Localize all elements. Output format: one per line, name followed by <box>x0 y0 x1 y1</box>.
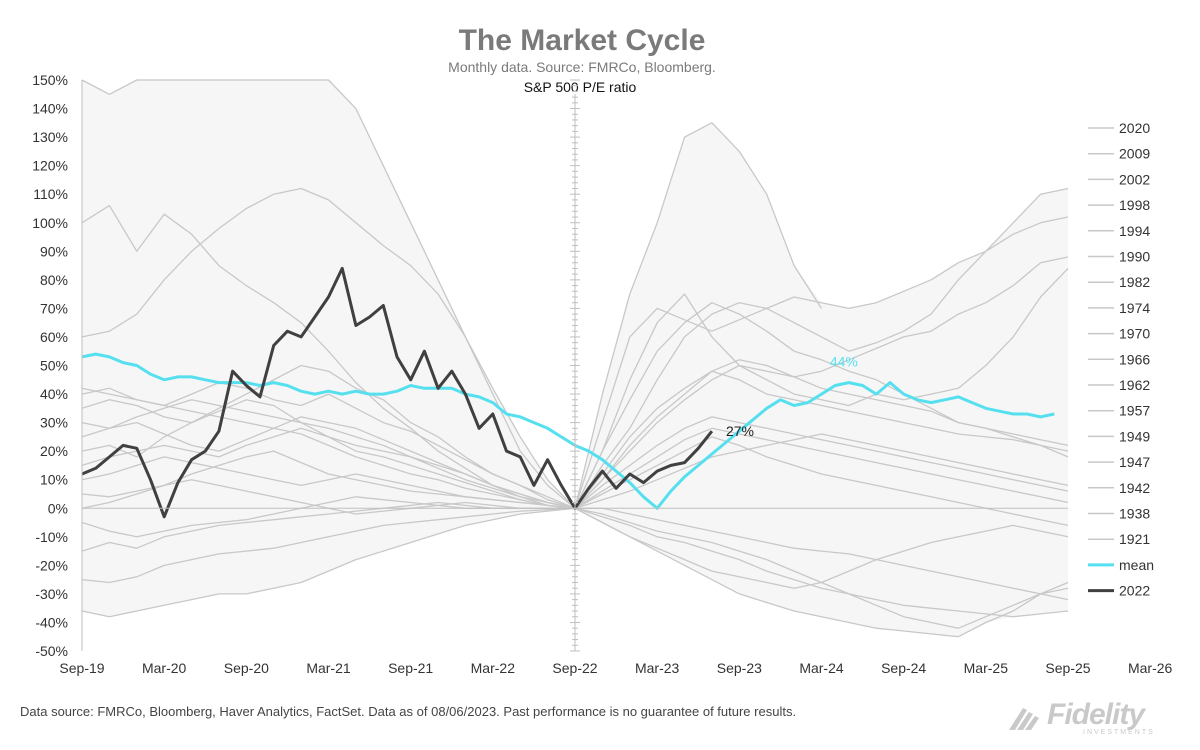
x-tick-label: Mar-21 <box>306 660 351 676</box>
x-tick-label: Sep-24 <box>881 660 926 676</box>
logo-subtext: INVESTMENTS <box>1083 729 1155 736</box>
y-tick-label: 140% <box>32 101 68 117</box>
y-tick-label: 80% <box>40 272 68 288</box>
y-tick-label: 60% <box>40 329 68 345</box>
legend-label-1947: 1947 <box>1119 454 1150 470</box>
series-line-2020 <box>81 79 823 509</box>
y-tick-label: 20% <box>40 443 68 459</box>
source-note: Data source: FMRCo, Bloomberg, Haver Ana… <box>20 704 797 719</box>
y-tick-label: -50% <box>35 643 68 659</box>
logo-wordmark: Fidelity <box>1047 698 1145 731</box>
y-tick-label: -30% <box>35 586 68 602</box>
legend-label-1957: 1957 <box>1119 403 1150 419</box>
legend-label-1974: 1974 <box>1119 300 1150 316</box>
x-tick-label: Sep-25 <box>1045 660 1090 676</box>
range-band <box>82 80 1068 637</box>
y-tick-label: 120% <box>32 158 68 174</box>
axis-layer <box>81 79 1068 652</box>
y-tick-label: 50% <box>40 358 68 374</box>
x-tick-label: Sep-21 <box>388 660 433 676</box>
y-tick-label: -10% <box>35 529 68 545</box>
legend-label-1998: 1998 <box>1119 197 1150 213</box>
chart-title: The Market Cycle <box>459 24 706 57</box>
y-tick-label: -40% <box>35 614 68 630</box>
legend-label-1949: 1949 <box>1119 428 1150 444</box>
fidelity-logo: Fidelity INVESTMENTS <box>1003 698 1178 738</box>
legend-label-1921: 1921 <box>1119 531 1150 547</box>
chart-subtitle: Monthly data. Source: FMRCo, Bloomberg. <box>448 59 716 75</box>
y-tick-label: 90% <box>40 243 68 259</box>
series-line-2022 <box>81 266 714 519</box>
annotation-mean: 44% <box>830 354 858 370</box>
legend-label-2022: 2022 <box>1119 583 1150 599</box>
legend-label-2009: 2009 <box>1119 146 1150 162</box>
x-tick-label: Mar-23 <box>635 660 680 676</box>
y-tick-label: 100% <box>32 215 68 231</box>
y-tick-label: 110% <box>33 186 68 202</box>
y-axis-title: S&P 500 P/E ratio <box>524 79 637 95</box>
y-tick-label: 130% <box>32 129 68 145</box>
legend-label-2020: 2020 <box>1119 120 1150 136</box>
legend-label-1982: 1982 <box>1119 274 1150 290</box>
legend: 2020 2009 2002 1998 1994 1990 1982 1974 1970 1966… <box>1088 120 1154 599</box>
market-cycle-chart: The Market Cycle Monthly data. Source: F… <box>32 24 1172 676</box>
x-tick-label: Mar-20 <box>142 660 187 676</box>
annotation-2022: 27% <box>726 423 754 439</box>
y-tick-label: 10% <box>40 472 68 488</box>
y-tick-label: 30% <box>40 415 68 431</box>
legend-label-1994: 1994 <box>1119 223 1150 239</box>
legend-label-1962: 1962 <box>1119 377 1150 393</box>
historical-range-band <box>82 80 1068 637</box>
x-tick-label: Mar-22 <box>471 660 516 676</box>
x-tick-label: Sep-19 <box>59 660 104 676</box>
legend-label-1966: 1966 <box>1119 351 1150 367</box>
label-layer: 150% 140% 130% 120% 110% 100% 90% 80% 70% 60% 50% 4… <box>32 72 1172 676</box>
legend-label-1942: 1942 <box>1119 480 1150 496</box>
legend-label-1990: 1990 <box>1119 249 1150 265</box>
x-tick-label: Sep-20 <box>224 660 269 676</box>
legend-label-1938: 1938 <box>1119 506 1150 522</box>
y-tick-label: 150% <box>32 72 68 88</box>
legend-label-2002: 2002 <box>1119 171 1150 187</box>
y-tick-label: -20% <box>35 557 68 573</box>
logo-mark-icon <box>1009 708 1039 730</box>
legend-label-1970: 1970 <box>1119 326 1150 342</box>
x-tick-label: Mar-25 <box>964 660 1009 676</box>
x-tick-label: Mar-24 <box>799 660 844 676</box>
x-tick-label: Mar-26 <box>1128 660 1173 676</box>
y-tick-label: 0% <box>48 500 68 516</box>
y-tick-label: 70% <box>40 300 68 316</box>
legend-label-mean: mean <box>1119 557 1154 573</box>
y-tick-label: 40% <box>40 386 68 402</box>
x-tick-label: Sep-23 <box>717 660 762 676</box>
x-tick-label: Sep-22 <box>552 660 597 676</box>
